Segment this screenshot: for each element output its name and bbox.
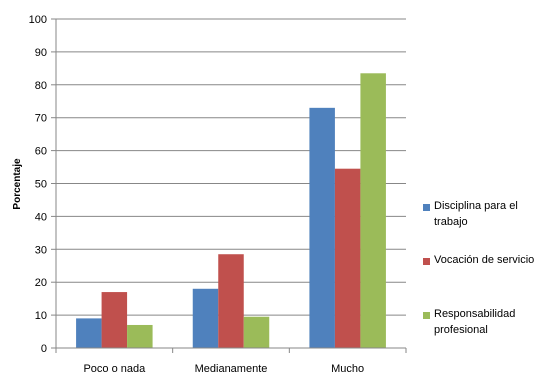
x-category-labels: Poco o nada Medianamente Mucho — [83, 363, 364, 374]
bar-3-3 — [360, 73, 386, 348]
x-category-label: Medianamente — [195, 363, 268, 374]
legend-swatch — [423, 258, 430, 265]
y-tick-labels: 0 10 20 30 40 50 60 70 80 90 100 — [29, 14, 47, 355]
axes — [51, 18, 407, 353]
y-tick-label: 0 — [41, 343, 47, 355]
legend-label: Responsabilidad profesional — [434, 308, 516, 336]
gridlines — [56, 18, 406, 316]
x-category-label: Mucho — [331, 363, 364, 374]
bars — [76, 73, 386, 348]
y-tick-label: 10 — [35, 310, 47, 322]
y-axis-label: Porcentaje — [12, 158, 23, 210]
y-tick-label: 40 — [35, 211, 47, 223]
bar-1-2 — [192, 288, 219, 348]
bar-2-1 — [101, 292, 128, 348]
y-tick-label: 30 — [35, 244, 47, 256]
y-tick-label: 70 — [35, 113, 47, 125]
bar-2-3 — [334, 168, 361, 348]
y-tick-label: 90 — [35, 47, 47, 59]
legend-swatch — [423, 312, 430, 319]
legend-label: Vocación de servicio — [434, 254, 535, 266]
legend-label: Disciplina para el trabajo — [434, 200, 518, 228]
bar-1-1 — [76, 318, 102, 348]
bar-3-1 — [127, 324, 153, 348]
bar-1-3 — [309, 107, 335, 348]
y-tick-label: 80 — [35, 80, 47, 92]
y-tick-label: 20 — [35, 277, 47, 289]
y-tick-label: 100 — [29, 14, 47, 26]
bar-3-2 — [243, 316, 270, 348]
y-tick-label: 50 — [35, 179, 47, 191]
legend-swatch — [423, 204, 430, 211]
y-tick-label: 60 — [35, 146, 47, 158]
bar-2-2 — [218, 254, 244, 348]
x-category-label: Poco o nada — [83, 363, 146, 374]
